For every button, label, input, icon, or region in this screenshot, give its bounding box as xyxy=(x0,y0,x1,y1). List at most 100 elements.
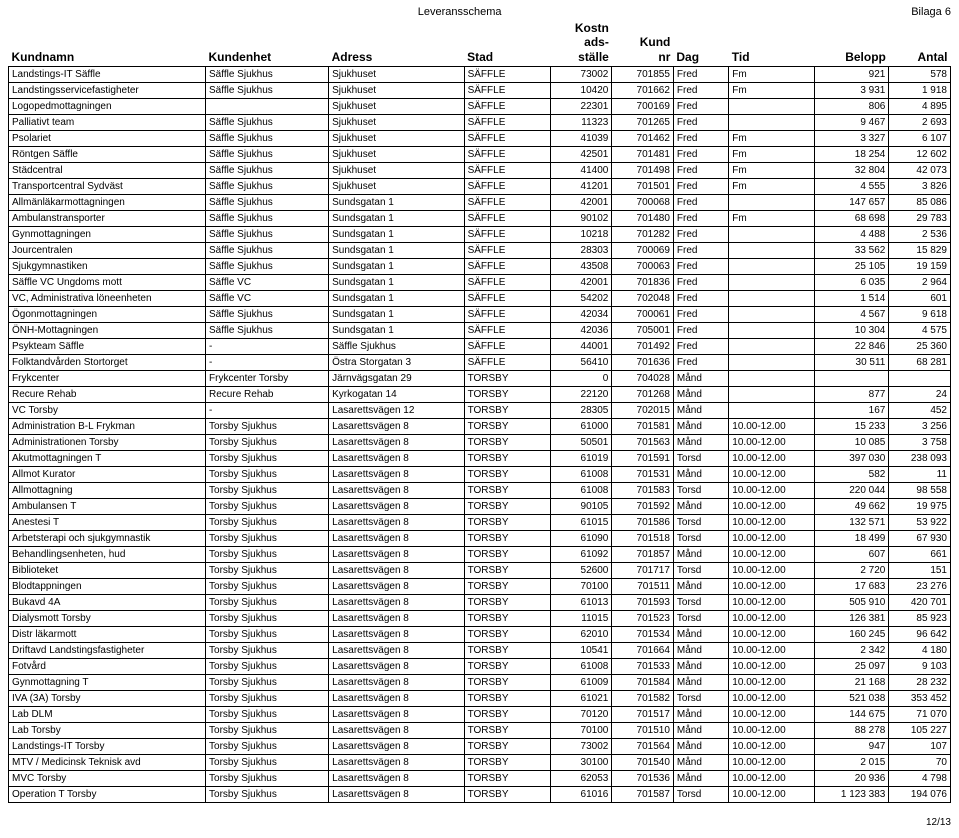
cell-stad: TORSBY xyxy=(464,547,550,563)
cell-dag: Torsd xyxy=(673,451,728,467)
cell-belopp: 17 683 xyxy=(815,579,889,595)
cell-belopp: 22 846 xyxy=(815,339,889,355)
table-row: Akutmottagningen TTorsby SjukhusLasarett… xyxy=(9,451,951,467)
cell-antal: 42 073 xyxy=(889,163,951,179)
cell-kundenhet: - xyxy=(206,355,329,371)
cell-adress: Lasarettsvägen 8 xyxy=(329,435,464,451)
cell-belopp: 4 488 xyxy=(815,227,889,243)
cell-stad: TORSBY xyxy=(464,739,550,755)
table-row: AllmottagningTorsby SjukhusLasarettsväge… xyxy=(9,483,951,499)
cell-antal: 9 618 xyxy=(889,307,951,323)
cell-belopp: 3 931 xyxy=(815,83,889,99)
cell-antal: 107 xyxy=(889,739,951,755)
cell-tid: 10.00-12.00 xyxy=(729,483,815,499)
doc-tag: Bilaga 6 xyxy=(911,6,951,18)
cell-tid: 10.00-12.00 xyxy=(729,611,815,627)
cell-tid: Fm xyxy=(729,147,815,163)
cell-tid: 10.00-12.00 xyxy=(729,563,815,579)
col-belopp: Belopp xyxy=(815,20,889,67)
cell-dag: Fred xyxy=(673,355,728,371)
cell-stad: TORSBY xyxy=(464,643,550,659)
cell-tid xyxy=(729,227,815,243)
cell-belopp: 88 278 xyxy=(815,723,889,739)
cell-antal: 85 086 xyxy=(889,195,951,211)
cell-dag: Fred xyxy=(673,259,728,275)
cell-stad: TORSBY xyxy=(464,387,550,403)
cell-adress: Lasarettsvägen 8 xyxy=(329,627,464,643)
cell-kundenhet: Torsby Sjukhus xyxy=(206,723,329,739)
cell-adress: Sjukhuset xyxy=(329,179,464,195)
cell-kundnr: 701498 xyxy=(612,163,674,179)
cell-dag: Fred xyxy=(673,307,728,323)
cell-kundnr: 701592 xyxy=(612,499,674,515)
table-row: PsolarietSäffle SjukhusSjukhusetSÄFFLE41… xyxy=(9,131,951,147)
cell-stad: TORSBY xyxy=(464,531,550,547)
cell-kundenhet: Säffle Sjukhus xyxy=(206,163,329,179)
cell-kostn: 62053 xyxy=(550,771,612,787)
table-row: FrykcenterFrykcenter TorsbyJärnvägsgatan… xyxy=(9,371,951,387)
cell-kundnr: 701583 xyxy=(612,483,674,499)
cell-kostn: 61015 xyxy=(550,515,612,531)
cell-kundnamn: VC Torsby xyxy=(9,403,206,419)
cell-belopp: 877 xyxy=(815,387,889,403)
cell-kundenhet: Säffle VC xyxy=(206,291,329,307)
table-row: Anestesi TTorsby SjukhusLasarettsvägen 8… xyxy=(9,515,951,531)
cell-kundnamn: Ambulanstransporter xyxy=(9,211,206,227)
cell-adress: Lasarettsvägen 8 xyxy=(329,771,464,787)
cell-stad: SÄFFLE xyxy=(464,131,550,147)
cell-dag: Månd xyxy=(673,371,728,387)
cell-stad: TORSBY xyxy=(464,723,550,739)
cell-adress: Lasarettsvägen 8 xyxy=(329,707,464,723)
cell-tid: 10.00-12.00 xyxy=(729,419,815,435)
cell-kundenhet: Säffle Sjukhus xyxy=(206,83,329,99)
cell-kundnamn: Behandlingsenheten, hud xyxy=(9,547,206,563)
cell-tid: Fm xyxy=(729,67,815,83)
cell-kostn: 61009 xyxy=(550,675,612,691)
cell-kostn: 73002 xyxy=(550,739,612,755)
cell-antal: 24 xyxy=(889,387,951,403)
cell-dag: Fred xyxy=(673,227,728,243)
cell-kundnr: 701533 xyxy=(612,659,674,675)
cell-kostn: 41201 xyxy=(550,179,612,195)
cell-kundenhet: Säffle Sjukhus xyxy=(206,131,329,147)
cell-kundenhet: Säffle Sjukhus xyxy=(206,243,329,259)
cell-kundnamn: Administration B-L Frykman xyxy=(9,419,206,435)
cell-adress: Sjukhuset xyxy=(329,99,464,115)
cell-kundnamn: Folktandvården Stortorget xyxy=(9,355,206,371)
cell-stad: TORSBY xyxy=(464,691,550,707)
cell-stad: SÄFFLE xyxy=(464,339,550,355)
col-kundnamn: Kundnamn xyxy=(9,20,206,67)
cell-kundnr: 701586 xyxy=(612,515,674,531)
cell-kundnamn: Säffle VC Ungdoms mott xyxy=(9,275,206,291)
table-row: ÖgonmottagningenSäffle SjukhusSundsgatan… xyxy=(9,307,951,323)
cell-kundnr: 701587 xyxy=(612,787,674,803)
cell-belopp: 167 xyxy=(815,403,889,419)
table-row: Lab DLMTorsby SjukhusLasarettsvägen 8TOR… xyxy=(9,707,951,723)
cell-kundnamn: Recure Rehab xyxy=(9,387,206,403)
cell-kundenhet: Torsby Sjukhus xyxy=(206,627,329,643)
cell-antal: 353 452 xyxy=(889,691,951,707)
cell-antal: 53 922 xyxy=(889,515,951,531)
cell-stad: SÄFFLE xyxy=(464,243,550,259)
cell-dag: Fred xyxy=(673,115,728,131)
cell-kostn: 30100 xyxy=(550,755,612,771)
cell-stad: TORSBY xyxy=(464,627,550,643)
cell-kostn: 54202 xyxy=(550,291,612,307)
cell-stad: TORSBY xyxy=(464,451,550,467)
cell-kundnr: 701531 xyxy=(612,467,674,483)
cell-kostn: 42036 xyxy=(550,323,612,339)
cell-stad: TORSBY xyxy=(464,659,550,675)
cell-dag: Torsd xyxy=(673,691,728,707)
cell-belopp xyxy=(815,371,889,387)
cell-dag: Månd xyxy=(673,707,728,723)
cell-dag: Fred xyxy=(673,83,728,99)
cell-kundenhet: Säffle Sjukhus xyxy=(206,323,329,339)
cell-kundnr: 701540 xyxy=(612,755,674,771)
table-row: JourcentralenSäffle SjukhusSundsgatan 1S… xyxy=(9,243,951,259)
table-row: MVC TorsbyTorsby SjukhusLasarettsvägen 8… xyxy=(9,771,951,787)
cell-kundnamn: Allmot Kurator xyxy=(9,467,206,483)
cell-dag: Månd xyxy=(673,403,728,419)
cell-kundenhet: Säffle Sjukhus xyxy=(206,115,329,131)
cell-adress: Sjukhuset xyxy=(329,83,464,99)
cell-kostn: 42001 xyxy=(550,195,612,211)
